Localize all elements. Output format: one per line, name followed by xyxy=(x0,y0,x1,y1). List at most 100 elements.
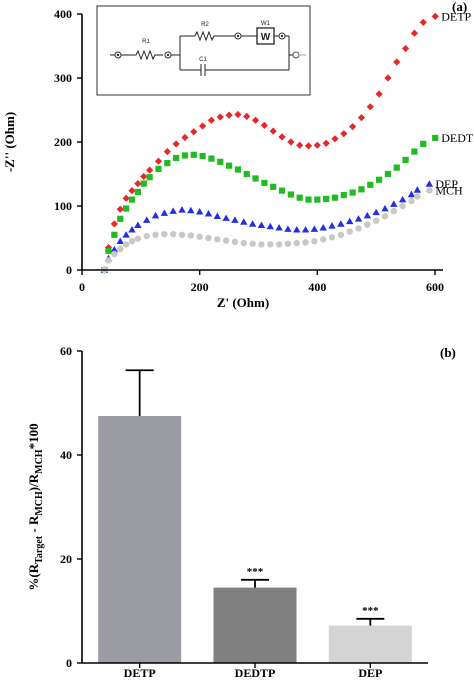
data-point-dep xyxy=(204,209,213,217)
data-point-dedtp xyxy=(402,156,409,164)
data-point-detp xyxy=(349,123,357,131)
data-point-dedtp xyxy=(420,140,427,148)
data-point-dedtp xyxy=(117,215,124,222)
y-tick-label: 40 xyxy=(60,448,72,462)
ticks-layer: 0 200 400 600 0 100 200 300 400 xyxy=(54,7,444,294)
data-point-detp xyxy=(146,166,154,174)
data-point-detp xyxy=(419,18,427,26)
data-point-dedtp xyxy=(234,166,242,173)
data-point-mch xyxy=(111,250,118,258)
data-point-detp xyxy=(199,122,207,130)
data-point-detp xyxy=(375,90,383,98)
data-point-detp xyxy=(234,110,242,119)
data-point-dep xyxy=(310,225,319,232)
data-point-mch xyxy=(355,225,362,232)
panel-a-label: (a) xyxy=(452,0,467,14)
data-point-dep xyxy=(222,214,230,221)
bar-chart: DETP *** DEDTP *** DEP 0 20 40 60 %(RTarget - R… xyxy=(26,344,456,680)
data-point-dedtp xyxy=(190,151,197,158)
data-point-dep xyxy=(328,222,336,229)
resistor-r2-label: R2 xyxy=(201,22,209,28)
data-point-mch xyxy=(284,240,292,247)
data-point-mch xyxy=(258,241,265,248)
data-point-detp xyxy=(296,141,304,149)
data-point-dedtp xyxy=(287,191,294,198)
data-point-dedtp xyxy=(384,170,392,178)
data-point-dep xyxy=(143,216,151,223)
data-point-dep xyxy=(398,195,407,203)
data-point-detp xyxy=(216,113,224,121)
data-point-dedtp xyxy=(199,152,206,160)
data-point-detp xyxy=(190,128,198,136)
y-axis-title: -Z'' (Ohm) xyxy=(2,112,17,172)
data-point-mch xyxy=(267,241,274,248)
data-point-dep xyxy=(407,190,416,198)
circuit-node xyxy=(280,34,284,38)
data-point-mch xyxy=(134,235,142,242)
data-point-dep xyxy=(266,222,274,230)
data-point-dep xyxy=(178,206,186,213)
data-point-mch xyxy=(117,245,124,253)
data-point-mch xyxy=(231,238,239,246)
series-dep xyxy=(100,186,422,273)
y-tick-label: 20 xyxy=(60,552,72,566)
data-point-mch xyxy=(187,232,195,239)
data-point-detp xyxy=(207,116,216,124)
y-tick-label: 200 xyxy=(54,135,72,149)
data-point-detp xyxy=(172,140,180,148)
data-point-dedtp xyxy=(140,180,147,187)
data-point-mch xyxy=(240,239,247,247)
data-point-dep xyxy=(122,231,130,238)
circuit-node xyxy=(236,34,240,38)
data-point-mch xyxy=(337,231,345,238)
data-point-mch xyxy=(414,193,421,200)
data-point-mch xyxy=(399,202,406,210)
data-point-detp xyxy=(128,187,136,195)
data-point-detp xyxy=(154,157,163,165)
data-point-mch xyxy=(205,234,212,242)
data-point-detp xyxy=(357,114,366,122)
x-tick-label: 200 xyxy=(191,280,209,294)
significance-label-dep: *** xyxy=(362,605,379,617)
data-point-dep xyxy=(160,209,169,216)
data-point-dedtp xyxy=(164,160,171,167)
data-point-dedtp xyxy=(305,196,312,203)
data-point-dep xyxy=(169,207,177,214)
data-point-dep xyxy=(319,224,327,231)
ticks-layer: 0 20 40 60 xyxy=(60,344,82,670)
data-point-dedtp xyxy=(225,162,233,169)
legend-entry-mch: MCH xyxy=(426,183,463,197)
data-point-mch xyxy=(390,207,398,215)
data-point-mch xyxy=(293,239,300,247)
data-point-dedtp xyxy=(358,186,365,193)
data-point-detp xyxy=(181,133,189,142)
y-tick-label: 100 xyxy=(54,199,72,213)
data-point-detp xyxy=(163,148,171,156)
legend-label-dedtp: DEDTP xyxy=(441,131,474,145)
data-point-dedtp xyxy=(323,195,330,203)
data-point-dep xyxy=(381,204,389,212)
x-tick-label: 600 xyxy=(426,280,444,294)
data-point-mch xyxy=(328,234,336,241)
data-point-detp xyxy=(331,135,339,143)
data-point-dedtp xyxy=(155,165,162,172)
x-tick-label: 0 xyxy=(79,280,85,294)
data-point-dep xyxy=(363,211,372,219)
data-point-dedtp xyxy=(261,179,268,187)
data-point-dedtp xyxy=(105,247,112,254)
data-point-detp xyxy=(304,142,313,150)
data-point-dep xyxy=(134,221,142,228)
data-point-dep xyxy=(275,224,283,231)
circuit-inset: R1 R2 W W1 C1 xyxy=(96,5,311,96)
data-point-mch xyxy=(214,236,221,243)
data-point-dep xyxy=(413,186,422,193)
data-point-detp xyxy=(393,58,401,66)
data-point-mch xyxy=(105,257,112,264)
circuit-terminal xyxy=(292,51,300,59)
data-point-dedtp xyxy=(217,158,224,165)
legend-marker-dedtp xyxy=(432,134,439,142)
legend-marker-dep xyxy=(425,180,434,187)
data-point-mch xyxy=(196,233,203,240)
data-point-detp xyxy=(260,121,268,129)
